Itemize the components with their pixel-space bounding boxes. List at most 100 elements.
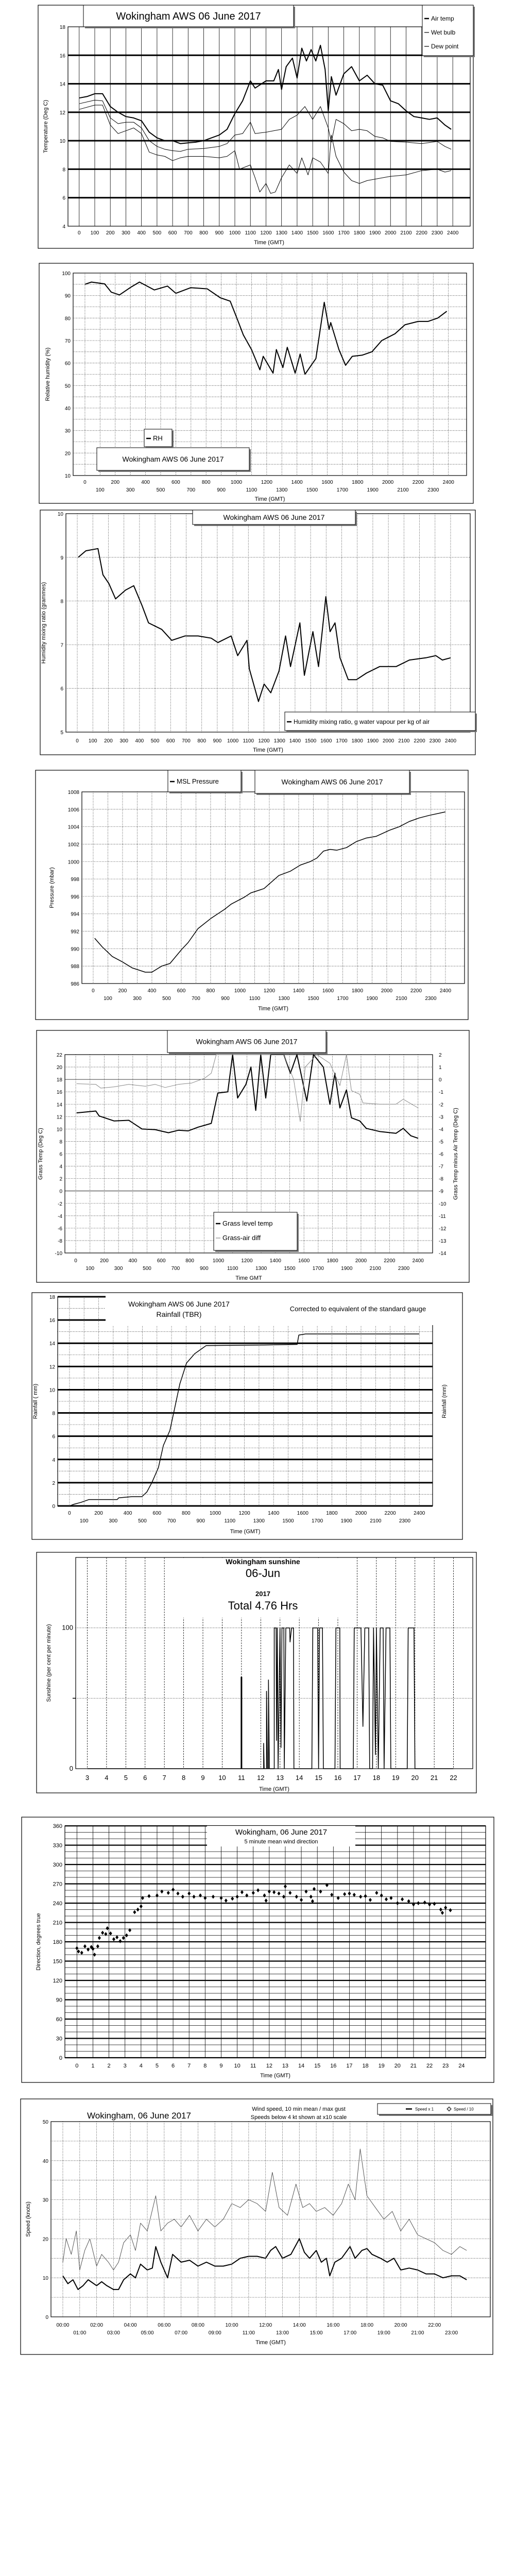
- x-tick-label: 400: [128, 1258, 137, 1264]
- chart-title: Rainfall (TBR): [157, 1310, 202, 1318]
- data-point: [155, 1893, 159, 1897]
- chart-frame: [38, 5, 474, 249]
- y-tick-label: 4: [52, 1458, 55, 1463]
- y-tick-label: 14: [49, 1341, 56, 1347]
- x-tick-label: 2200: [413, 480, 424, 485]
- y-tick-label: 1000: [68, 859, 80, 865]
- y-tick-label: 330: [53, 1843, 62, 1849]
- y-tick-label: 30: [43, 2198, 49, 2204]
- y-tick-label: 12: [49, 1364, 56, 1370]
- x-tick-label: 1500: [284, 1266, 296, 1272]
- x-tick-label: 20:00: [394, 2323, 407, 2328]
- x-tick-label: 2100: [398, 738, 410, 744]
- x-tick-label: 600: [152, 1511, 161, 1516]
- data-point: [187, 1891, 191, 1896]
- x-tick-label: 2400: [447, 230, 459, 236]
- x-tick-label: 1000: [231, 480, 243, 485]
- data-point: [359, 1894, 363, 1899]
- x-tick-label: 1600: [297, 1511, 309, 1516]
- data-point: [97, 1936, 101, 1940]
- x-tick-label: 6: [143, 1774, 147, 1782]
- x-tick-label: 12: [266, 2063, 272, 2069]
- data-point: [267, 1889, 271, 1894]
- x-tick-label: 00:00: [56, 2323, 69, 2328]
- x-tick-label: 2100: [397, 487, 409, 493]
- grid: [68, 27, 470, 226]
- title-box: [83, 5, 294, 27]
- x-tick-label: 1400: [291, 230, 303, 236]
- data-point: [109, 1931, 112, 1936]
- x-tick-label: 3: [85, 1774, 89, 1782]
- x-tick-label: 700: [192, 996, 200, 1002]
- y-tick-label: 0: [45, 2315, 48, 2320]
- x-tick-label: 1900: [367, 738, 379, 744]
- x-tick-label: 19: [379, 2063, 385, 2069]
- data-point: [396, 1901, 399, 1905]
- x-tick-label: 20: [394, 2063, 401, 2069]
- x-tick-label: 23: [442, 2063, 449, 2069]
- y-tick-label: 20: [43, 2236, 49, 2242]
- x-axis-title: Time GMT: [235, 1275, 262, 1281]
- x-tick-label: 4: [105, 1774, 108, 1782]
- y-tick-label: 120: [53, 1978, 62, 1984]
- series-line-msl-pressure: [94, 811, 446, 973]
- x-tick-label: 7: [187, 2063, 191, 2069]
- x-tick-label: 18:00: [360, 2323, 373, 2328]
- data-point: [240, 1890, 244, 1894]
- x-tick-label: 10: [234, 2063, 240, 2069]
- series-line-humidity-mixing-ratio-g-water-vapour-per-kg-of-air: [78, 548, 451, 702]
- x-tick-label: 2300: [425, 996, 437, 1002]
- y-tick-label: 2: [59, 1177, 62, 1182]
- data-point: [256, 1888, 260, 1892]
- legend: Speed x 1 Speed / 10: [377, 2103, 492, 2116]
- y-tick-label: 22: [57, 1053, 63, 1058]
- x-tick-label: 700: [167, 1518, 176, 1524]
- x-axis-title: Time (GMT): [260, 2073, 290, 2079]
- y2-tick-label: -13: [439, 1239, 447, 1244]
- data-point: [93, 1953, 96, 1957]
- x-tick-label: 2400: [445, 738, 457, 744]
- data-point: [118, 1939, 122, 1943]
- x-tick-label: 2000: [355, 1511, 367, 1516]
- x-tick-label: 16:00: [327, 2323, 339, 2328]
- chart-title: Wokingham AWS 06 June 2017: [196, 1037, 298, 1045]
- x-tick-label: 2200: [410, 988, 422, 994]
- x-tick-label: 19: [392, 1774, 399, 1782]
- x-tick-label: 1300: [276, 487, 288, 493]
- y-tick-label: 986: [71, 981, 79, 987]
- x-tick-label: 17: [353, 1774, 360, 1782]
- x-tick-label: 800: [185, 1258, 194, 1264]
- x-tick-label: 100: [104, 996, 112, 1002]
- x-tick-label: 1800: [327, 1258, 338, 1264]
- data-point: [282, 1894, 285, 1899]
- annotation-box: [252, 1293, 462, 1325]
- y2-tick-label: -1: [439, 1090, 443, 1095]
- legend-label: MSL Pressure: [177, 777, 219, 785]
- data-point: [231, 1896, 234, 1901]
- legend-label: Wet bulb: [431, 29, 455, 36]
- data-point: [106, 1926, 109, 1930]
- x-tick-label: 7: [163, 1774, 166, 1782]
- x-tick-label: 16: [330, 2063, 336, 2069]
- y-tick-label: 1004: [68, 825, 80, 831]
- x-tick-label: 02:00: [90, 2323, 103, 2328]
- chart-subtitle: Wind speed, 10 min mean / max gust: [252, 2106, 346, 2112]
- data-point: [401, 1897, 404, 1902]
- y-tick-label: 6: [62, 196, 65, 201]
- plot-area: [73, 273, 467, 476]
- y-tick-label: 10: [65, 473, 71, 479]
- data-point: [330, 1892, 334, 1897]
- x-tick-label: 21: [431, 1774, 438, 1782]
- x-tick-label: 1000: [213, 1258, 225, 1264]
- x-tick-label: 1500: [282, 1518, 294, 1524]
- y-tick-label: -8: [58, 1239, 62, 1244]
- y-axis-title: Grass Temp (Deg C): [38, 1128, 44, 1180]
- x-tick-label: 9: [219, 2063, 222, 2069]
- x-tick-label: 600: [168, 230, 177, 236]
- x-tick-label: 1100: [243, 738, 254, 744]
- chart-humidity: 1020304050607080901000100200300400500600…: [39, 263, 474, 504]
- x-tick-label: 1300: [274, 738, 286, 744]
- x-tick-label: 1800: [352, 480, 364, 485]
- x-tick-label: 100: [91, 230, 99, 236]
